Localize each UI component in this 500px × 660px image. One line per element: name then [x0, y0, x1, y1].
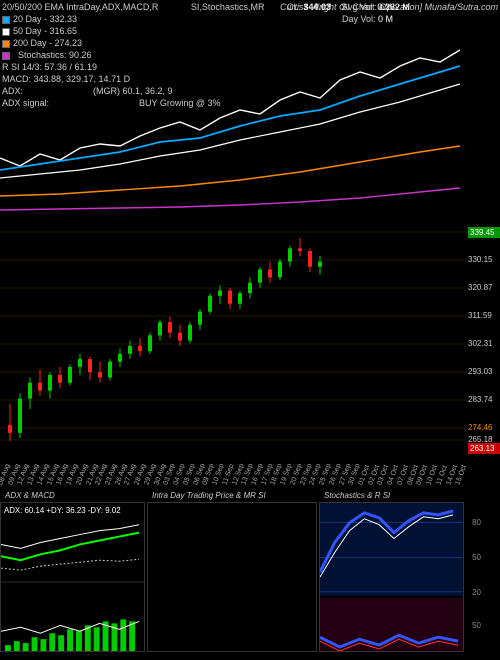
price-axis-label: 320.87 — [468, 283, 500, 292]
intraday-panel: Intra Day Trading Price & MR SI — [147, 502, 317, 652]
price-axis-label: 274.46 — [468, 423, 500, 432]
price-axis-label: 283.74 — [468, 395, 500, 404]
price-axis-label: 311.59 — [468, 311, 500, 320]
company-name: Curtiss Wright C — [280, 2, 346, 12]
date-axis: 08 Aug09 Aug12 Aug13 Aug14 Aug15 Aug16 A… — [0, 446, 467, 486]
panel-title: Stochastics & R SI — [324, 491, 390, 500]
axis-tick: 80 — [472, 518, 481, 527]
price-axis-label: 339.45 — [468, 227, 500, 238]
ema-chart — [0, 18, 467, 218]
candlestick-chart: 339.45 330.15 320.87 311.59 302.31 293.03 283.… — [0, 222, 500, 446]
avg-vol: Avg Vol: 0.262 M — [342, 2, 410, 12]
price-axis-label: 302.31 — [468, 339, 500, 348]
panel-title: Intra Day Trading Price & MR SI — [152, 491, 266, 500]
stochastics-panel: Stochastics & R SI 80502050 — [319, 502, 464, 652]
price-axis-label: 263.13 — [468, 443, 500, 454]
axis-tick: 50 — [472, 553, 481, 562]
price-axis-label: 330.15 — [468, 255, 500, 264]
adx-macd-panel: ADX & MACD ADX: 60.14 +DY: 36.23 -DY: 9.… — [0, 502, 145, 652]
price-axis-label: 293.03 — [468, 367, 500, 376]
panel-title: ADX & MACD — [5, 491, 55, 500]
bottom-panels: ADX & MACD ADX: 60.14 +DY: 36.23 -DY: 9.… — [0, 490, 500, 660]
axis-tick: 20 — [472, 588, 481, 597]
svg-text:ADX: 60.14 +DY: 36.23 -DY:: ADX: 60.14 +DY: 36.23 -DY: 9.02 — [4, 506, 121, 515]
